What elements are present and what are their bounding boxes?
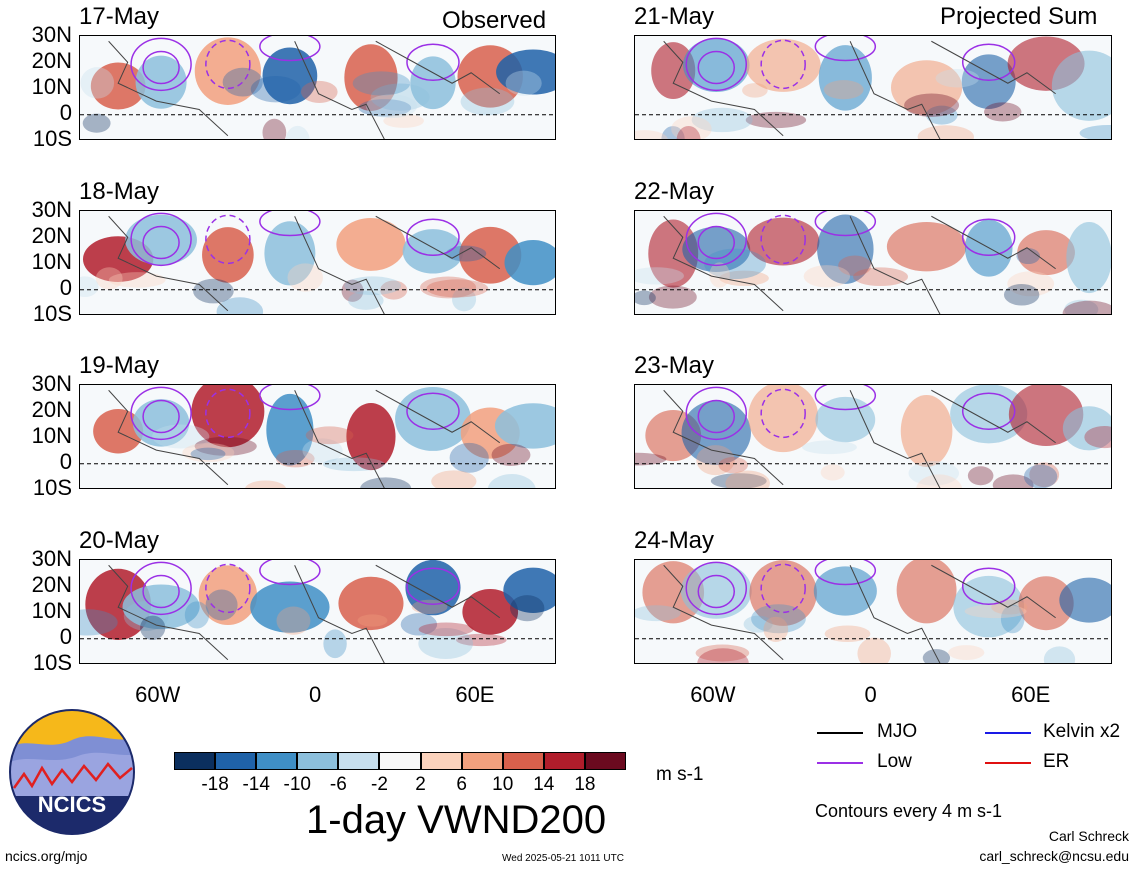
lat-label: 0 [59,624,72,649]
panel-date: 21-May [634,3,715,30]
map-panel-23-May [634,384,1112,489]
logo-text: NCICS [38,792,106,817]
lat-label: 0 [59,275,72,300]
lat-label: 30N [31,197,72,222]
panel-date: 20-May [79,527,160,554]
observed-header: Observed [442,7,547,34]
legend-line-kelvin [985,732,1031,734]
lat-label: 10N [31,249,72,274]
lat-label: 20N [31,223,72,248]
colorbar-tick: 10 [492,774,514,795]
colorbar-swatch [338,752,380,770]
lat-label: 20N [31,572,72,597]
lat-label: 10S [32,301,72,326]
ncics-logo: NCICS [9,709,135,835]
lat-label: 30N [31,371,72,396]
anomaly-field [80,211,555,314]
colorbar-swatch [584,752,626,770]
contours-note: Contours every 4 m s-1 [815,801,1003,821]
lon-label: 60E [1011,682,1051,707]
panel-date: 22-May [634,178,715,205]
lon-label: 60E [455,682,495,707]
colorbar-tick: -2 [371,774,388,795]
colorbar-tick: 6 [456,774,467,795]
colorbar-tick: -18 [201,774,229,795]
footer-email[interactable]: carl_schreck@ncsu.edu [979,848,1129,864]
legend-label-low: Low [877,751,912,772]
lat-label: 10S [32,475,72,500]
map-panel-19-May [79,384,556,489]
anomaly-field [80,36,555,139]
lon-label: 60W [135,682,181,707]
colorbar-tick: 2 [415,774,426,795]
colorbar-swatch [297,752,339,770]
panel-date: 19-May [79,352,160,379]
anomaly-field [80,560,555,663]
anomaly-field [635,211,1111,314]
map-panel-21-May [634,35,1112,140]
lon-label: 60W [690,682,736,707]
colorbar-tick: -14 [242,774,270,795]
legend-label-mjo: MJO [877,721,918,742]
lat-label: 10N [31,598,72,623]
lat-label: 20N [31,48,72,73]
colorbar-swatch [461,752,503,770]
lon-label: 0 [864,682,877,707]
legend-label-er: ER [1043,751,1070,772]
lat-label: 10S [32,126,72,151]
legend-line-er [985,762,1031,764]
colorbar-tick: -10 [283,774,311,795]
legend: MJO Kelvin x2 Low ER [815,718,1133,778]
map-panel-18-May [79,210,556,315]
panel-date: 23-May [634,352,715,379]
panel-date: 24-May [634,527,715,554]
anomaly-field [635,36,1111,139]
anomaly-field [80,385,555,488]
footer-url[interactable]: ncics.org/mjo [5,848,88,864]
colorbar-swatch [215,752,257,770]
lon-label: 0 [308,682,322,707]
colorbar: -18 -14 -10 -6 -2 2 6 10 14 18 [174,752,626,798]
colorbar-swatch [174,752,216,770]
map-panel-20-May [79,559,556,664]
colorbar-swatch [543,752,585,770]
legend-line-low [817,762,863,764]
lat-label: 10S [32,650,72,675]
colorbar-swatch [502,752,544,770]
lat-label: 10N [31,423,72,448]
legend-label-kelvin: Kelvin x2 [1043,721,1121,742]
lat-label: 10N [31,74,72,99]
anomaly-field [635,560,1111,663]
lat-label: 20N [31,397,72,422]
lat-label: 30N [31,546,72,571]
legend-line-mjo [817,732,863,734]
colorbar-swatch [256,752,298,770]
lat-label: 0 [59,449,72,474]
footer-timestamp: Wed 2025-05-21 1011 UTC [502,853,624,864]
panel-date: 17-May [79,3,160,30]
colorbar-units: m s-1 [656,764,704,785]
colorbar-tick: 18 [574,774,596,795]
map-panel-17-May [79,35,556,140]
map-panel-24-May [634,559,1112,664]
footer-author: Carl Schreck [1048,828,1129,844]
colorbar-swatch [420,752,462,770]
colorbar-tick: -6 [329,774,347,795]
panel-date: 18-May [79,178,160,205]
lat-label: 0 [59,100,72,125]
projected-header: Projected Sum [940,3,1098,30]
lat-label: 30N [31,22,72,47]
chart-title: 1-day VWND200 [306,798,607,842]
map-panel-22-May [634,210,1112,315]
anomaly-field [635,385,1111,488]
colorbar-swatch [379,752,421,770]
colorbar-tick: 14 [533,774,555,795]
